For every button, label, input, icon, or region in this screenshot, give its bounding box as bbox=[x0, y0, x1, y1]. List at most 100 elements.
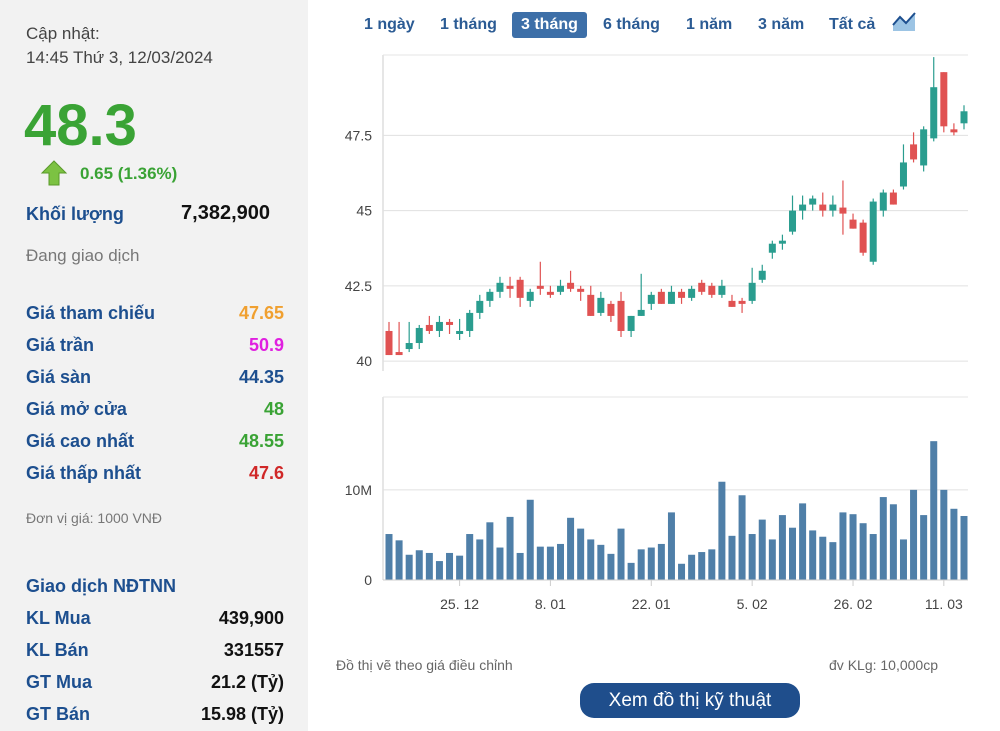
change: 0.65 (1.36%) bbox=[80, 164, 178, 183]
volume-bar bbox=[718, 481, 726, 580]
row-label: Giá trần bbox=[26, 335, 95, 355]
volume-bar bbox=[476, 539, 484, 580]
row-value: 48.55 bbox=[238, 431, 284, 451]
candle-body bbox=[688, 288, 696, 298]
volume-bar bbox=[708, 549, 716, 580]
candle-body bbox=[839, 207, 847, 214]
candle-body bbox=[879, 192, 887, 211]
candle-body bbox=[496, 282, 504, 292]
volume-bar bbox=[778, 515, 786, 580]
volume-bar bbox=[859, 523, 867, 580]
row-label: GT Mua bbox=[26, 672, 92, 692]
volume-bar bbox=[647, 547, 655, 580]
range-tab[interactable]: 1 năm bbox=[686, 16, 733, 33]
volume-bar bbox=[536, 546, 544, 580]
updated-label: Cập nhật: bbox=[26, 24, 100, 43]
volume-bar bbox=[678, 563, 686, 580]
candle-body bbox=[526, 291, 534, 301]
volume-bar bbox=[829, 542, 837, 580]
volume-bar bbox=[940, 489, 948, 580]
volume-bar bbox=[657, 543, 665, 580]
volume-bar bbox=[799, 503, 807, 580]
volume-label: Khối lượng bbox=[26, 204, 124, 224]
volume-bar bbox=[587, 539, 595, 580]
candle-body bbox=[647, 294, 655, 304]
row-value: 47.6 bbox=[248, 463, 284, 483]
volume-bar bbox=[728, 535, 736, 580]
volume-bar bbox=[456, 555, 464, 580]
chart-type-icon[interactable] bbox=[892, 11, 916, 33]
candle-body bbox=[567, 282, 575, 289]
candle-body bbox=[536, 285, 544, 289]
candle-body bbox=[425, 324, 433, 331]
row-label: Giá sàn bbox=[26, 367, 92, 387]
candle-body bbox=[849, 219, 857, 229]
candle-body bbox=[587, 294, 595, 316]
quote-panel: Cập nhật: 14:45 Thứ 3, 12/03/2024 48.3 0… bbox=[0, 0, 308, 731]
volume-bar bbox=[597, 544, 605, 580]
y-tick-label: 42.5 bbox=[345, 278, 372, 294]
foreign-title: Giao dịch NĐTNN bbox=[26, 576, 177, 596]
stock-chart: 40 42.5 45 47.5 0 10M 25. 12 8. 01 22. 01 5. 02 26… bbox=[345, 54, 968, 612]
candle-body bbox=[456, 330, 464, 334]
volume-bar bbox=[758, 519, 766, 580]
volume-bar bbox=[466, 534, 474, 580]
candle-body bbox=[819, 204, 827, 211]
volume-bar bbox=[446, 552, 454, 580]
technical-chart-button[interactable]: Xem đồ thị kỹ thuật bbox=[580, 683, 800, 718]
range-tab[interactable]: Tất cả bbox=[829, 16, 876, 33]
range-tab[interactable]: 6 tháng bbox=[603, 16, 660, 33]
candle-body bbox=[748, 282, 756, 301]
candle-body bbox=[617, 300, 625, 331]
row-value: 331557 bbox=[223, 640, 284, 660]
updated-time: 14:45 Thứ 3, 12/03/2024 bbox=[26, 48, 213, 67]
row-value: 439,900 bbox=[218, 608, 284, 628]
range-tab[interactable]: 1 ngày bbox=[364, 16, 415, 33]
status: Đang giao dịch bbox=[26, 246, 140, 265]
volume-bar bbox=[405, 554, 413, 580]
y-tick-label: 0 bbox=[364, 572, 372, 588]
candle-body bbox=[627, 315, 635, 331]
candle-body bbox=[768, 243, 776, 253]
row-label: GT Bán bbox=[26, 704, 91, 724]
candle-body bbox=[607, 303, 615, 316]
candle-body bbox=[718, 285, 726, 295]
row-value: 50.9 bbox=[248, 335, 284, 355]
candle-body bbox=[950, 129, 958, 133]
candle-body bbox=[405, 343, 413, 350]
candle-body bbox=[778, 240, 786, 244]
volume-bar bbox=[546, 546, 554, 580]
row-label: KL Mua bbox=[26, 608, 91, 628]
volume-bar bbox=[920, 515, 928, 580]
candle-body bbox=[476, 300, 484, 313]
candle-body bbox=[869, 201, 877, 262]
candle-body bbox=[546, 291, 554, 295]
volume-bar bbox=[869, 534, 877, 580]
candle-body bbox=[899, 162, 907, 187]
range-tab[interactable]: 3 tháng bbox=[512, 12, 587, 38]
volume-bar bbox=[567, 517, 575, 580]
volume-bar bbox=[385, 534, 393, 580]
y-tick-label: 40 bbox=[356, 353, 372, 369]
volume-bar bbox=[425, 552, 433, 580]
volume-bar bbox=[930, 441, 938, 580]
volume-bar bbox=[627, 562, 635, 580]
volume-bar bbox=[688, 554, 696, 580]
volume-bar bbox=[667, 512, 675, 580]
up-arrow bbox=[40, 160, 68, 186]
candle-body bbox=[960, 111, 968, 124]
row-value: 47.65 bbox=[238, 303, 284, 323]
volume-bar bbox=[486, 522, 494, 580]
range-tab[interactable]: 1 tháng bbox=[440, 16, 497, 33]
candle-body bbox=[415, 327, 423, 344]
y-tick-label: 47.5 bbox=[345, 127, 372, 143]
x-tick-label: 22. 01 bbox=[632, 596, 671, 612]
candle-body bbox=[910, 144, 918, 160]
candle-body bbox=[466, 312, 474, 331]
range-tab[interactable]: 3 năm bbox=[758, 16, 805, 33]
candle-body bbox=[738, 300, 746, 304]
candle-body bbox=[657, 291, 665, 304]
row-label: KL Bán bbox=[26, 640, 89, 660]
volume-bar bbox=[960, 515, 968, 580]
